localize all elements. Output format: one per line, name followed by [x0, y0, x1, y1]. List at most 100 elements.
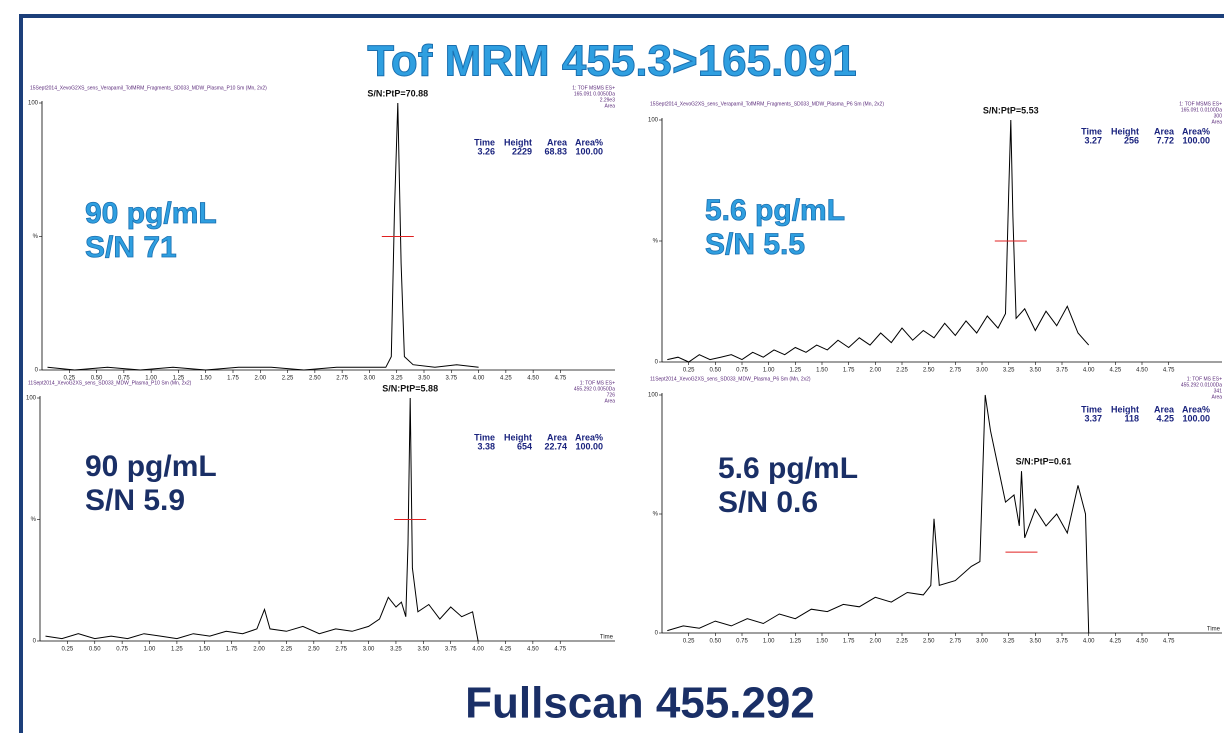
x-tick-label: 0.25: [683, 368, 695, 374]
sn-label: S/N:PtP=0.61: [1016, 457, 1072, 467]
x-tick-label: 2.25: [282, 376, 294, 382]
x-tick-label: 2.75: [949, 368, 961, 374]
table-header: Height: [504, 432, 532, 442]
x-tick-label: 4.25: [1109, 368, 1121, 374]
x-tick-label: 2.50: [309, 376, 321, 382]
table-cell: 22.74: [544, 441, 567, 451]
y-tick-label: %: [33, 234, 39, 240]
x-tick-label: 4.50: [527, 376, 539, 382]
x-tick-label: 1.75: [226, 647, 238, 653]
x-tick-label: 3.50: [1029, 639, 1041, 645]
x-tick-label: 1.50: [816, 639, 828, 645]
x-tick-label: 4.75: [1163, 368, 1175, 374]
x-tick-label: 3.25: [1003, 368, 1015, 374]
x-tick-label: 0.25: [63, 376, 75, 382]
panel-info: 1: TOF MS ES+: [1187, 376, 1222, 382]
x-tick-label: 3.25: [390, 647, 402, 653]
x-tick-label: 2.50: [923, 639, 935, 645]
panel-info: 455.292 0.0050Da: [574, 386, 615, 392]
panel-info: Area: [1211, 394, 1222, 400]
x-tick-label: 0.25: [683, 639, 695, 645]
table-cell: 3.27: [1084, 135, 1102, 145]
table-cell: 68.83: [544, 146, 567, 156]
y-tick-label: 0: [655, 631, 659, 637]
x-tick-label: 3.75: [1056, 368, 1068, 374]
y-tick-label: 100: [648, 393, 659, 399]
x-tick-label: 3.25: [1003, 639, 1015, 645]
x-tick-label: 4.50: [1136, 368, 1148, 374]
panel-info: 455.292 0.0100Da: [1181, 382, 1222, 388]
x-tick-label: 3.00: [976, 368, 988, 374]
sample-label: 90 pg/mL: [85, 450, 217, 483]
x-tick-label: 1.75: [843, 368, 855, 374]
x-tick-label: 3.50: [418, 376, 430, 382]
x-tick-label: 2.75: [335, 647, 347, 653]
table-header: Area%: [1182, 404, 1210, 414]
table-header: Area%: [575, 432, 603, 442]
x-tick-label: 1.00: [144, 647, 156, 653]
x-tick-label: 4.75: [555, 376, 567, 382]
table-cell: 100.00: [1182, 413, 1210, 423]
x-tick-label: 3.00: [976, 639, 988, 645]
x-tick-label: 0.75: [736, 639, 748, 645]
panel-info: Area: [604, 103, 615, 109]
x-tick-label: 1.75: [843, 639, 855, 645]
trace: [667, 394, 1090, 634]
table-cell: 256: [1124, 135, 1139, 145]
x-tick-label: 0.50: [89, 647, 101, 653]
table-header: Time: [1081, 404, 1102, 414]
x-tick-label: 1.00: [145, 376, 157, 382]
table-header: Height: [1111, 126, 1139, 136]
table-cell: 3.37: [1084, 413, 1102, 423]
table-header: Area%: [1182, 126, 1210, 136]
x-tick-label: 3.00: [364, 376, 376, 382]
table-cell: 2229: [512, 146, 532, 156]
x-tick-label: 1.25: [171, 647, 183, 653]
x-tick-label: 2.75: [949, 639, 961, 645]
sn-label: S/N:PtP=5.88: [382, 383, 438, 393]
x-tick-label: 4.25: [500, 647, 512, 653]
title: Tof MRM 455.3>165.091: [367, 37, 857, 86]
table-cell: 654: [517, 441, 532, 451]
table-cell: 3.26: [477, 146, 495, 156]
x-tick-label: 0.75: [116, 647, 128, 653]
x-tick-label: 4.50: [527, 647, 539, 653]
x-tick-label: 1.50: [816, 368, 828, 374]
panel-info: 1: TOF MS ES+: [580, 380, 615, 386]
x-tick-label: 2.00: [254, 376, 266, 382]
x-tick-label: 2.50: [308, 647, 320, 653]
sn-label: S/N:PtP=5.53: [983, 105, 1039, 115]
x-tick-label: 1.75: [227, 376, 239, 382]
panel-info: 300: [1214, 113, 1223, 119]
x-tick-label: 0.50: [91, 376, 103, 382]
panel-info: 341: [1214, 388, 1223, 394]
table-cell: 7.72: [1156, 135, 1174, 145]
x-tick-label: 3.00: [363, 647, 375, 653]
x-tick-label: 0.25: [62, 647, 74, 653]
table-cell: 100.00: [575, 146, 603, 156]
x-tick-label: 4.00: [1083, 639, 1095, 645]
x-tick-label: 3.75: [445, 647, 457, 653]
table-cell: 4.25: [1156, 413, 1174, 423]
y-tick-label: %: [653, 239, 659, 245]
x-tick-label: 2.25: [896, 639, 908, 645]
x-tick-label: 3.25: [391, 376, 403, 382]
y-tick-label: 100: [648, 118, 659, 124]
y-tick-label: 0: [655, 360, 659, 366]
table-header: Area: [547, 432, 568, 442]
sample-label: S/N 5.9: [85, 484, 185, 517]
x-tick-label: 4.50: [1136, 639, 1148, 645]
y-tick-label: %: [653, 512, 659, 518]
trace: [45, 397, 479, 642]
x-tick-label: 1.00: [763, 368, 775, 374]
trace: [667, 119, 1090, 363]
panel-info: 165.091 0.0100Da: [1181, 107, 1222, 113]
x-axis-label: Time: [600, 635, 614, 641]
x-tick-label: 2.00: [869, 368, 881, 374]
sample-label: S/N 0.6: [718, 486, 818, 519]
x-tick-label: 4.00: [472, 647, 484, 653]
panel-header: 15Sept2014_XevoG2XS_sens_Verapamil_TofMR…: [650, 101, 884, 107]
x-tick-label: 4.75: [554, 647, 566, 653]
